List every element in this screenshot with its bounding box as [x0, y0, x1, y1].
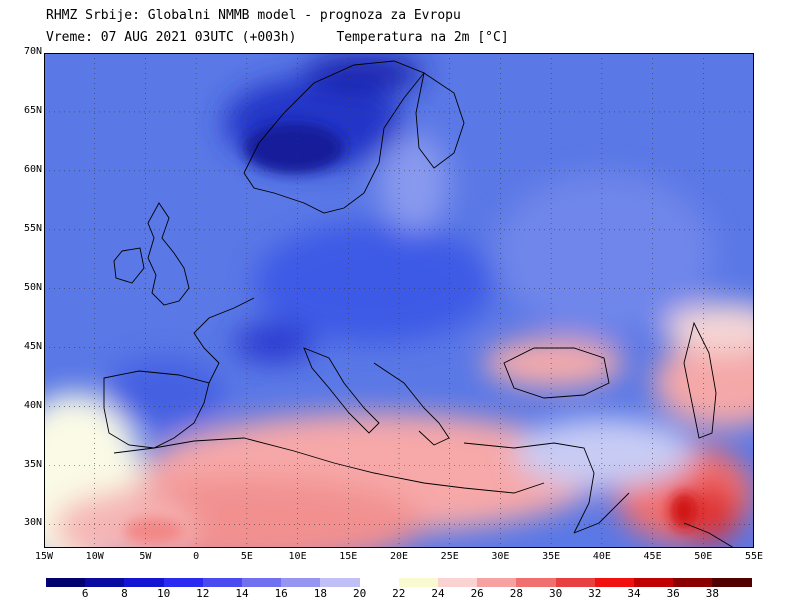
colorbar-label: 8 [121, 587, 128, 600]
colorbar-swatch [124, 578, 165, 587]
lon-tick-label: 40E [592, 551, 611, 562]
map-frame [44, 53, 754, 548]
colorbar-label: 10 [156, 587, 171, 600]
lon-tick-label: 45E [643, 551, 662, 562]
lon-tick-label: 50E [694, 551, 713, 562]
temperature-field-detail [124, 123, 698, 545]
colorbar-swatch [634, 578, 674, 587]
colorbar-swatch [320, 578, 361, 587]
lon-tick-label: 5E [240, 551, 253, 562]
coastlines [103, 60, 735, 548]
colorbar-swatch [242, 578, 282, 587]
title-model: RHMZ Srbije: Globalni NMMB model - progn… [46, 8, 461, 23]
colorbar-label: 36 [666, 587, 680, 600]
colorbar-label: 26 [470, 587, 484, 600]
lat-tick-label: 50N [23, 281, 42, 293]
colorbar-label: 24 [431, 587, 445, 600]
lat-tick-label: 70N [23, 46, 42, 57]
lat-tick-label: 45N [23, 340, 42, 352]
colorbar-label: 6 [81, 587, 89, 600]
lon-tick-label: 15W [34, 551, 54, 562]
lat-tick-label: 40N [23, 399, 42, 411]
colorbar-swatch [281, 578, 321, 587]
lat-tick-label: 65N [23, 104, 42, 116]
colorbar-label: 28 [509, 587, 524, 600]
colorbar-swatch [594, 578, 635, 587]
lon-tick-label: 10W [85, 551, 104, 562]
colorbar-swatch [516, 578, 557, 587]
colorbar-swatch [163, 578, 204, 587]
colorbar-swatch [398, 578, 439, 587]
colorbar-swatch [202, 578, 243, 587]
lat-tick-label: 35N [23, 458, 42, 470]
lat-lon-grid [44, 53, 754, 548]
lon-tick-label: 25E [440, 551, 459, 562]
lon-tick-label: 5W [139, 551, 152, 562]
colorbar-swatch [46, 578, 86, 587]
colorbar-swatch [555, 578, 596, 587]
lat-tick-label: 30N [23, 517, 42, 529]
colorbar-label: 14 [235, 587, 249, 600]
colorbar-swatch [359, 578, 400, 587]
colorbar-label: 18 [313, 587, 328, 600]
lat-tick-label: 60N [23, 163, 42, 175]
lon-tick-label: 10E [288, 551, 307, 562]
lon-tick-label: 55E [744, 551, 764, 562]
colorbar-label: 20 [352, 587, 367, 600]
lon-tick-label: 0 [193, 551, 200, 562]
colorbar-label: 16 [274, 587, 288, 600]
temperature-field [44, 53, 754, 548]
title-time-field: Vreme: 07 AUG 2021 03UTC (+003h) Temperat… [46, 30, 509, 45]
colorbar-swatch [438, 578, 478, 587]
lon-tick-label: 15E [339, 551, 358, 562]
colorbar-label: 22 [392, 587, 406, 600]
colorbar-swatch [673, 578, 713, 587]
temperature-map [44, 53, 754, 548]
lon-tick-label: 30E [491, 551, 510, 562]
colorbar-label: 32 [588, 587, 602, 600]
colorbar-label: 30 [548, 587, 563, 600]
colorbar [46, 578, 753, 587]
colorbar-label: 34 [627, 587, 641, 600]
colorbar-swatch [477, 578, 517, 587]
lat-tick-label: 55N [23, 222, 42, 234]
lon-tick-label: 35E [542, 551, 561, 562]
title-variable: Temperatura na 2m [°C] [336, 30, 509, 45]
title-valid-time: Vreme: 07 AUG 2021 03UTC (+003h) [46, 30, 297, 45]
lon-tick-label: 20E [389, 551, 409, 562]
colorbar-label: 12 [196, 587, 210, 600]
map-canvas [44, 53, 754, 548]
colorbar-label: 38 [705, 587, 720, 600]
colorbar-swatch [712, 578, 753, 587]
colorbar-swatch [85, 578, 125, 587]
